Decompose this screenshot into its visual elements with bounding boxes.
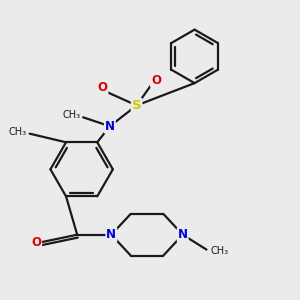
- Text: N: N: [178, 228, 188, 241]
- Text: CH₃: CH₃: [8, 127, 27, 137]
- Text: CH₃: CH₃: [210, 246, 228, 256]
- Text: N: N: [106, 228, 116, 241]
- Text: S: S: [132, 99, 141, 112]
- Text: CH₃: CH₃: [62, 110, 80, 120]
- Text: N: N: [105, 120, 115, 133]
- Text: O: O: [98, 81, 107, 94]
- Text: O: O: [151, 74, 161, 87]
- Text: O: O: [31, 236, 41, 249]
